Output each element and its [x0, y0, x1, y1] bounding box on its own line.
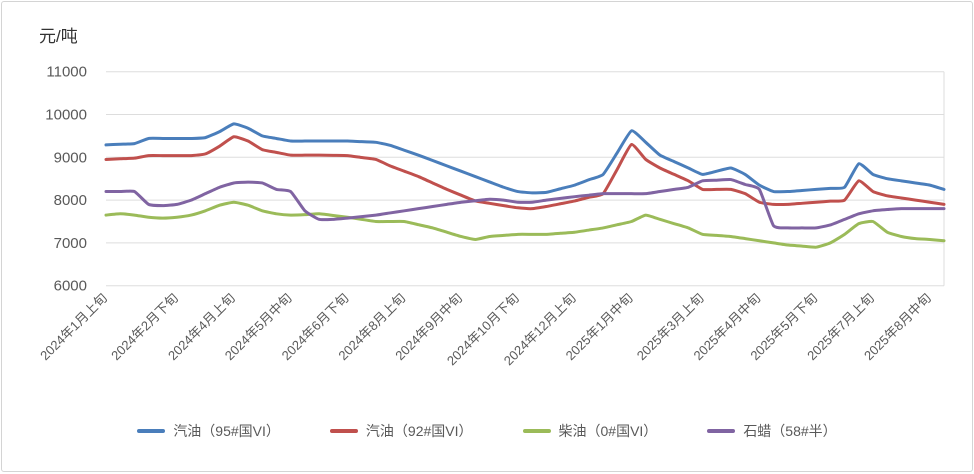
svg-text:11000: 11000	[46, 64, 87, 81]
svg-text:8000: 8000	[54, 192, 87, 209]
svg-text:元/吨: 元/吨	[39, 27, 78, 46]
svg-text:6000: 6000	[54, 278, 87, 295]
svg-text:10000: 10000	[45, 107, 87, 124]
svg-text:9000: 9000	[54, 149, 87, 166]
svg-text:7000: 7000	[54, 235, 87, 252]
svg-text:2024年1月上旬: 2024年1月上旬	[37, 290, 110, 363]
